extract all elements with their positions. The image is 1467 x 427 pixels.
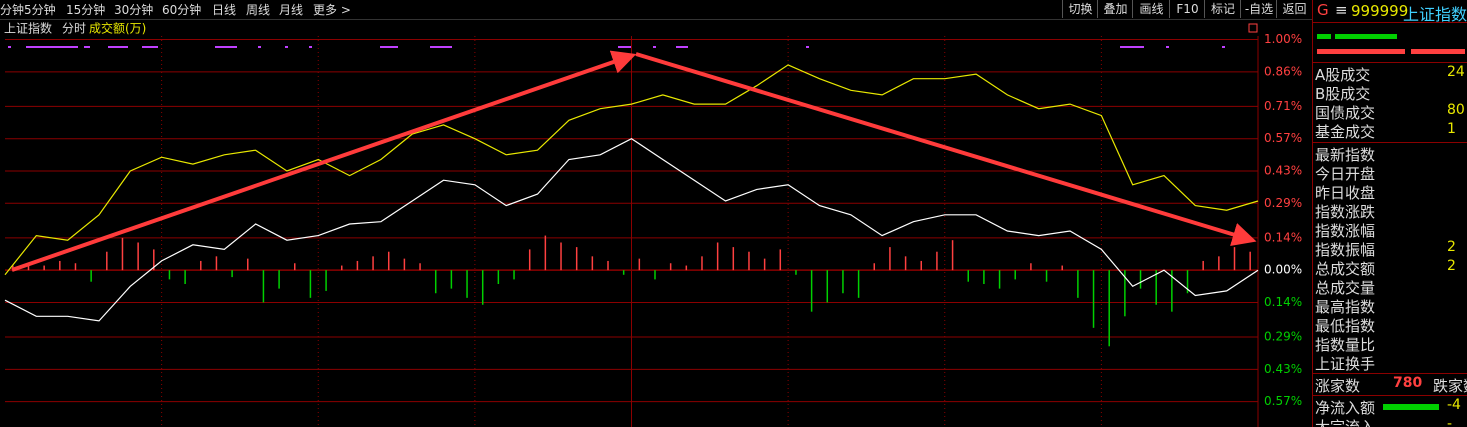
y-tick-label: 0.57% <box>1264 131 1302 145</box>
row-label: 指数振幅 <box>1315 241 1376 259</box>
period-tab[interactable]: 分钟 <box>0 3 25 17</box>
row-value: 1 <box>1447 121 1456 137</box>
row-label: 指数量比 <box>1315 336 1376 354</box>
y-tick-label: 0.86% <box>1264 64 1302 78</box>
separator <box>1313 22 1467 23</box>
indicator-bar <box>1411 49 1465 54</box>
side-panel: G ≡ 999999 上证指数 A股成交 24 B股成交 国债成交 80 基金成交 1 最新指数 今日开… <box>1312 0 1467 427</box>
row-label: 指数涨幅 <box>1315 222 1376 240</box>
toolbar-button[interactable]: -自选 <box>1240 0 1277 18</box>
row-label: B股成交 <box>1315 85 1371 103</box>
row-label: 昨日收盘 <box>1315 184 1376 202</box>
period-tab[interactable]: 月线 <box>279 3 304 17</box>
row-label: 最新指数 <box>1315 146 1376 164</box>
y-tick-label: 0.14% <box>1264 295 1302 309</box>
y-tick-label: 0.29% <box>1264 330 1302 344</box>
period-tab[interactable]: 30分钟 <box>114 3 154 17</box>
row-value: 2 <box>1447 258 1456 274</box>
flow-bar <box>1383 404 1439 410</box>
separator <box>1313 395 1467 396</box>
y-tick-label: 0.57% <box>1264 394 1302 408</box>
price-line <box>4 64 1259 276</box>
up-value: 780 <box>1393 375 1423 391</box>
row-value: 2 <box>1447 239 1456 255</box>
toolbar-button[interactable]: 叠加 <box>1097 0 1133 18</box>
down-label: 跌家数 <box>1433 377 1467 395</box>
panel-code: 999999 <box>1351 2 1409 20</box>
row-value: 80 <box>1447 102 1465 118</box>
period-tab[interactable]: 日线 <box>212 3 237 17</box>
trend-arrow-down <box>635 52 1257 247</box>
panel-name: 上证指数 <box>1403 5 1467 24</box>
row-value: - <box>1447 416 1453 427</box>
period-tab[interactable]: 更多 > <box>313 3 351 17</box>
row-label: 今日开盘 <box>1315 165 1376 183</box>
y-tick-label: 1.00% <box>1264 32 1302 46</box>
row-label: 国债成交 <box>1315 104 1376 122</box>
chart: 上证指数 分时 成交额(万) 1.00% 0.86% 0.71% 0.57% 0.43%… <box>0 20 1312 427</box>
toolbar-button[interactable]: 返回 <box>1276 0 1312 18</box>
chart-title: 上证指数 <box>4 21 52 36</box>
volume-label: 成交额(万) <box>89 21 146 36</box>
indicator-bar <box>1335 34 1397 39</box>
toolbar: 分钟 5分钟 15分钟 30分钟 60分钟 日线 周线 月线 更多 > 切换 叠加 画线 F10 标记 -自… <box>0 0 1312 20</box>
period-tab[interactable]: 周线 <box>246 3 271 17</box>
indicator-bar <box>1317 34 1331 39</box>
row-value: 24 <box>1447 64 1465 80</box>
row-label: 大宗流入 <box>1315 418 1376 427</box>
row-label: 基金成交 <box>1315 123 1376 141</box>
row-label: 指数涨跌 <box>1315 203 1376 221</box>
toolbar-button[interactable]: 切换 <box>1062 0 1098 18</box>
toolbar-button[interactable]: F10 <box>1169 0 1205 18</box>
row-label: 上证换手 <box>1315 355 1376 373</box>
price-line <box>4 138 1259 322</box>
corner-icon[interactable] <box>1248 23 1258 33</box>
separator <box>1313 62 1467 63</box>
y-tick-label: 0.14% <box>1264 230 1302 244</box>
panel-menu[interactable]: ≡ <box>1335 1 1348 19</box>
row-value: -4 <box>1447 397 1461 413</box>
y-tick-label: 0.43% <box>1264 163 1302 177</box>
trend-arrow-up <box>11 50 637 272</box>
row-label: A股成交 <box>1315 66 1371 84</box>
separator <box>1313 373 1467 374</box>
signal-dots <box>8 46 1225 48</box>
mode-label: 分时 <box>62 22 86 36</box>
separator <box>1313 142 1467 143</box>
period-tab[interactable]: 15分钟 <box>66 3 106 17</box>
row-label: 最低指数 <box>1315 317 1376 335</box>
panel-prefix: G <box>1317 1 1329 19</box>
row-label: 净流入额 <box>1315 399 1376 417</box>
up-label: 涨家数 <box>1315 377 1361 395</box>
period-tab[interactable]: 60分钟 <box>162 3 202 17</box>
y-tick-label: 0.29% <box>1264 196 1302 210</box>
y-tick-label: 0.43% <box>1264 362 1302 376</box>
row-label: 总成交量 <box>1315 279 1376 297</box>
period-tab[interactable]: 5分钟 <box>24 3 56 17</box>
chart-bg <box>0 20 1312 427</box>
row-label: 总成交额 <box>1315 260 1376 278</box>
toolbar-button[interactable]: 标记 <box>1204 0 1241 18</box>
y-tick-label: 0.71% <box>1264 99 1302 113</box>
toolbar-button[interactable]: 画线 <box>1132 0 1170 18</box>
row-label: 最高指数 <box>1315 298 1376 316</box>
y-tick-label: 0.00% <box>1264 263 1302 277</box>
indicator-bar <box>1317 49 1405 54</box>
